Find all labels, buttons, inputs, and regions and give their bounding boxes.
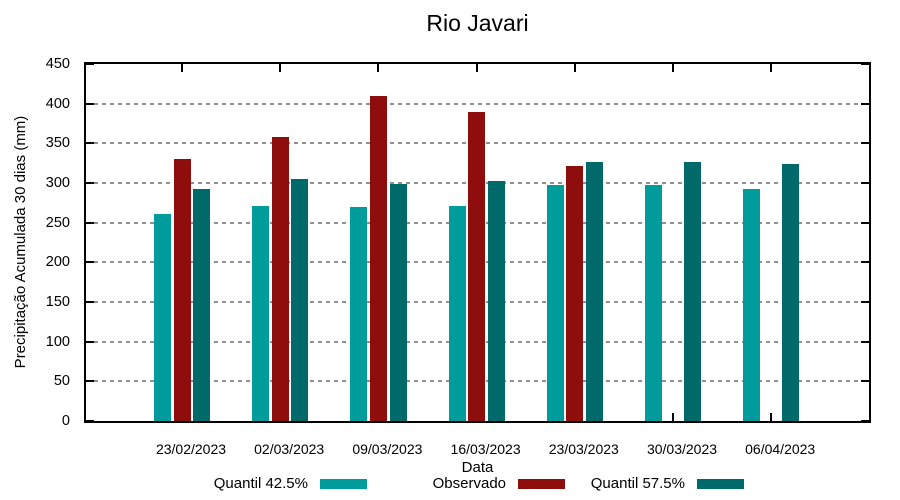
y-tick-mark <box>86 142 94 145</box>
bar-quantil-42-5 <box>350 206 368 421</box>
y-tick-mark <box>861 420 869 422</box>
x-tick-mark <box>770 413 773 421</box>
y-tick-label: 150 <box>45 294 70 310</box>
y-tick-mark <box>861 261 869 264</box>
bar-quantil-57-5 <box>389 183 407 421</box>
bar-quantil-57-5 <box>782 163 800 421</box>
y-tick-mark <box>861 182 869 184</box>
bar-quantil-42-5 <box>644 185 662 421</box>
legend-swatch-quantil-57-5 <box>697 479 744 489</box>
y-tick-mark <box>86 182 94 184</box>
y-tick-label: 200 <box>45 254 70 271</box>
y-tick-mark <box>861 142 869 145</box>
bar-observado <box>566 165 584 421</box>
chart-title: Rio Javari <box>426 10 529 36</box>
x-tick-label: 30/03/2023 <box>646 441 718 457</box>
y-tick-mark <box>86 261 94 264</box>
bar-quantil-57-5 <box>684 161 702 421</box>
y-tick-label: 250 <box>45 214 70 231</box>
x-tick-label: 23/02/2023 <box>155 441 227 457</box>
bar-quantil-42-5 <box>153 213 171 421</box>
bar-quantil-42-5 <box>252 206 270 421</box>
y-tick-mark <box>86 221 94 224</box>
x-tick-mark <box>573 64 576 72</box>
x-axis-label: Data <box>461 459 494 476</box>
x-tick-label: 02/03/2023 <box>254 441 325 457</box>
y-tick-label: 350 <box>45 135 70 152</box>
legend-label-quantil-57-5: Quantil 57.5% <box>590 475 685 492</box>
x-tick-label: 06/04/2023 <box>745 441 816 457</box>
legend-swatch-observado <box>518 479 565 489</box>
y-tick-mark <box>861 340 869 343</box>
bar-quantil-57-5 <box>291 179 309 421</box>
y-tick-mark <box>861 221 869 224</box>
y-tick-label: 400 <box>45 95 70 112</box>
bar-observado <box>271 136 289 421</box>
bar-quantil-57-5 <box>193 189 211 421</box>
x-tick-mark <box>770 64 773 72</box>
legend-label-quantil-42-5: Quantil 42.5% <box>213 475 308 492</box>
y-tick-label: 300 <box>45 175 70 191</box>
y-tick-mark <box>86 301 94 303</box>
x-tick-label: 16/03/2023 <box>450 441 521 457</box>
bar-quantil-57-5 <box>487 180 505 421</box>
x-tick-label: 23/03/2023 <box>548 441 619 457</box>
plot-area <box>84 62 871 423</box>
bar-quantil-42-5 <box>448 206 466 421</box>
bar-quantil-57-5 <box>585 161 603 421</box>
y-tick-mark <box>861 380 869 383</box>
y-tick-label: 100 <box>45 333 70 350</box>
x-tick-mark <box>475 64 478 72</box>
gridline-400 <box>86 102 869 105</box>
y-tick-mark <box>861 301 869 303</box>
x-tick-mark <box>672 413 674 421</box>
legend-label-observado: Observado <box>432 475 506 492</box>
x-tick-mark <box>181 64 183 72</box>
x-tick-mark <box>377 64 380 72</box>
y-tick-mark <box>86 63 94 65</box>
x-tick-mark <box>672 64 674 72</box>
y-tick-mark <box>861 63 869 65</box>
bar-quantil-42-5 <box>546 185 564 421</box>
y-tick-mark <box>861 102 869 105</box>
bar-quantil-42-5 <box>743 188 761 421</box>
x-tick-label: 09/03/2023 <box>352 441 423 457</box>
y-tick-mark <box>86 380 94 383</box>
y-tick-mark <box>86 420 94 422</box>
y-tick-label: 0 <box>61 413 70 429</box>
y-tick-mark <box>86 340 94 343</box>
y-tick-label: 50 <box>53 373 70 390</box>
bar-observado <box>369 95 387 421</box>
y-axis-label: Precipitação Acumulada 30 dias (mm) <box>12 115 29 369</box>
bar-observado <box>468 111 486 421</box>
bar-observado <box>173 159 191 421</box>
y-tick-label: 450 <box>45 56 70 72</box>
y-tick-mark <box>86 102 94 105</box>
x-tick-mark <box>279 64 282 72</box>
legend-swatch-quantil-42-5 <box>320 479 367 489</box>
